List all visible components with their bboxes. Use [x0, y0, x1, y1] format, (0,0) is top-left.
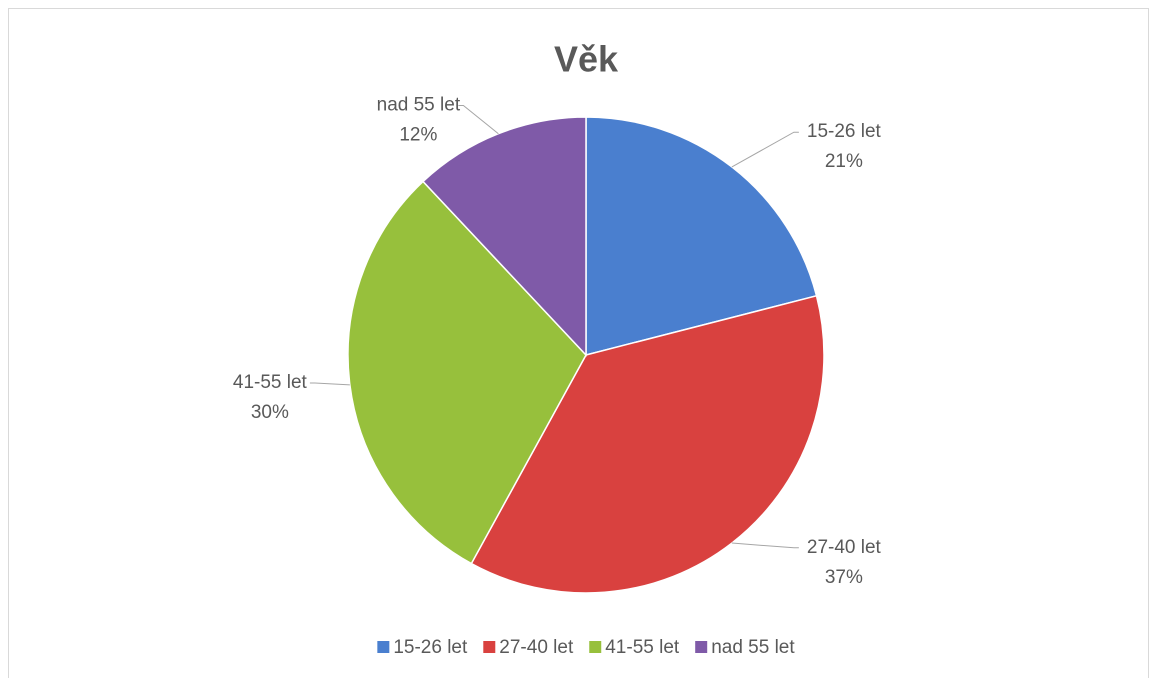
leader-line: [731, 542, 799, 549]
leader-line: [731, 131, 799, 168]
pie-slice: [347, 180, 587, 565]
pie: [347, 116, 825, 594]
legend-swatch: [377, 641, 390, 653]
chart-title: Věk: [554, 39, 619, 80]
leader-line: [309, 382, 350, 386]
legend-item: 15-26 let: [377, 637, 468, 658]
legend-swatch: [483, 641, 496, 653]
data-labels: 15-26 let 21% 27-40 let 37% 41-55 let 30% nad …: [233, 94, 882, 587]
legend: 15-26 let 27-40 let 41-55 let nad 55 let: [377, 637, 795, 658]
legend-item: 27-40 let: [483, 637, 574, 658]
data-label-value: 37%: [825, 567, 863, 588]
legend-swatch: [695, 641, 708, 653]
data-label-category: 27-40 let: [807, 537, 882, 558]
legend-label: 41-55 let: [605, 637, 680, 658]
legend-label: nad 55 let: [711, 637, 795, 658]
data-label-value: 12%: [399, 124, 437, 145]
leader-line: [458, 104, 499, 135]
data-label-category: nad 55 let: [377, 94, 461, 115]
legend-swatch: [589, 641, 602, 653]
data-label-value: 30%: [251, 402, 289, 423]
data-label-category: 41-55 let: [233, 372, 308, 393]
legend-item: 41-55 let: [589, 637, 680, 658]
legend-item: nad 55 let: [695, 637, 795, 658]
pie-slice: [422, 116, 587, 357]
data-label-category: 15-26 let: [807, 121, 882, 142]
data-label-value: 21%: [825, 151, 863, 172]
legend-label: 27-40 let: [499, 637, 574, 658]
legend-label: 15-26 let: [393, 637, 468, 658]
pie-slice: [585, 116, 818, 356]
